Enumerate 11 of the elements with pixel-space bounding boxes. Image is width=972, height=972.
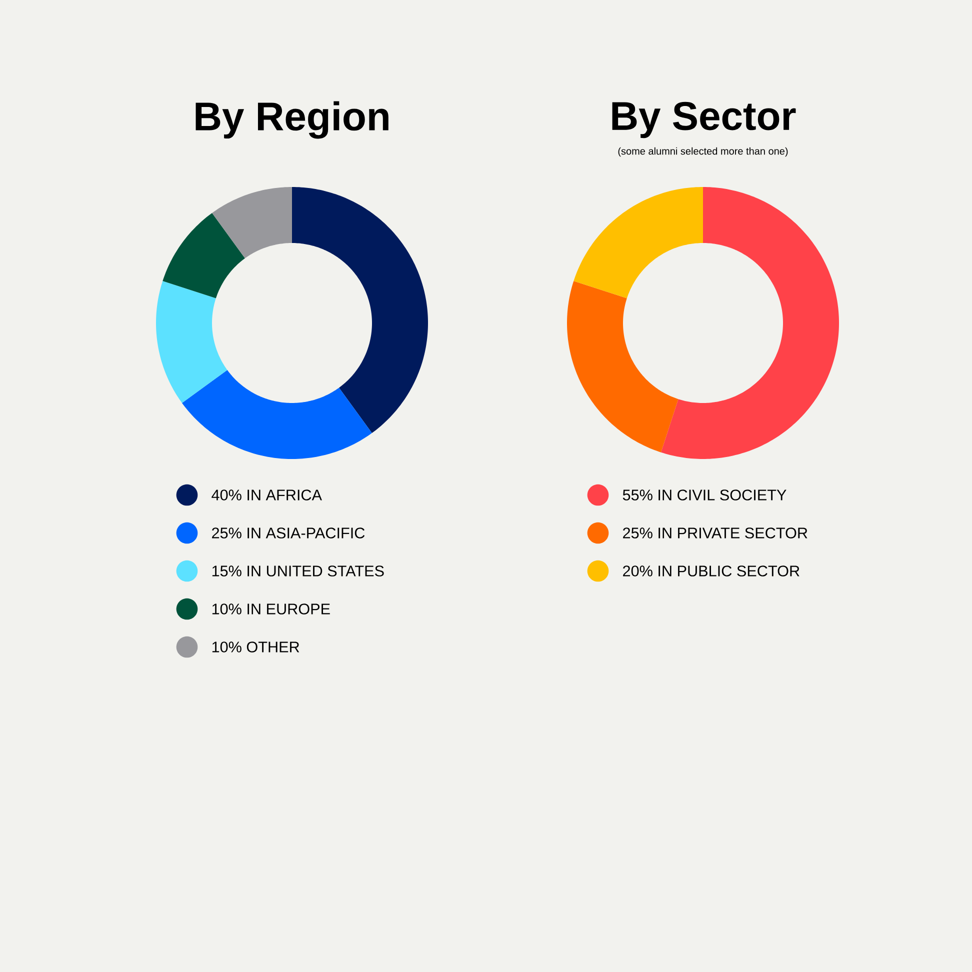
legend-label: 15% IN UNITED STATES [212, 566, 384, 576]
chart-subtitle: (some alumni selected more than one) [618, 147, 788, 157]
chart-title: By Sector [612, 102, 796, 138]
chart-title: By Region [196, 101, 388, 139]
legend-label: 20% IN PUBLIC SECTOR [623, 566, 800, 576]
legend-label: 55% IN CIVIL SOCIETY [622, 490, 786, 500]
legend-label: 25% IN PRIVATE SECTOR [623, 528, 808, 538]
legend-label: 25% IN ASIA-PACIFIC [212, 528, 365, 538]
legend-label: 40% IN AFRICA [212, 490, 322, 500]
legend-label: 10% IN EUROPE [212, 604, 330, 614]
legend-label: 10% OTHER [212, 642, 300, 652]
